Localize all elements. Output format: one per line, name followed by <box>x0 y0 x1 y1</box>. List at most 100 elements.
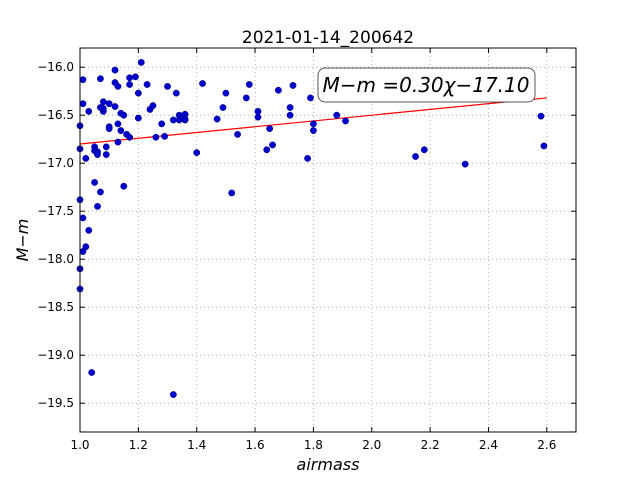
data-point <box>161 132 169 140</box>
y-tick-label: −17.5 <box>37 204 74 218</box>
x-tick-label: 1.2 <box>129 438 148 452</box>
data-point <box>342 117 349 125</box>
data-point <box>274 86 282 94</box>
data-point <box>222 89 230 97</box>
data-point <box>99 98 107 106</box>
data-point <box>111 66 119 74</box>
data-point <box>79 214 87 222</box>
plot-frame <box>79 47 577 433</box>
equation-annotation: M−m =0.30χ−17.10 <box>317 67 536 103</box>
data-point <box>269 141 276 149</box>
data-point <box>412 153 419 160</box>
data-point <box>181 115 189 123</box>
y-tick-label: −16.0 <box>37 60 74 74</box>
data-point <box>105 100 113 108</box>
x-tick-labels: 1.0 1.2 1.4 1.6 1.8 2.0 2.2 2.4 2.6 <box>70 438 556 452</box>
data-point <box>540 142 548 150</box>
data-point <box>199 80 206 87</box>
data-point <box>126 133 134 141</box>
data-point <box>304 154 311 162</box>
equation-box <box>317 67 536 103</box>
data-point <box>169 391 177 398</box>
data-point <box>266 125 274 133</box>
data-point <box>461 160 469 168</box>
y-tick-label: −18.5 <box>37 300 74 314</box>
data-point <box>164 83 171 90</box>
data-point <box>193 149 201 157</box>
data-point <box>85 226 93 234</box>
data-point <box>234 130 241 138</box>
x-tick-label: 2.0 <box>362 438 381 452</box>
data-point <box>310 127 317 134</box>
data-point <box>537 112 545 120</box>
x-tick-label: 1.4 <box>187 438 206 452</box>
data-point <box>88 369 96 376</box>
data-point <box>105 125 113 133</box>
data-point <box>117 127 125 134</box>
x-tick-label: 2.2 <box>421 438 440 452</box>
data-point <box>94 202 101 210</box>
data-point <box>82 243 90 251</box>
equation-text: M−m =0.30χ−17.10 <box>323 73 530 97</box>
y-tick-label: −19.5 <box>37 396 74 410</box>
data-point <box>420 146 428 154</box>
data-point <box>120 182 128 190</box>
data-point <box>134 89 142 97</box>
data-point <box>94 151 101 158</box>
data-point <box>97 75 104 83</box>
data-point <box>254 113 262 121</box>
chart-title: 2021-01-14_200642 <box>242 28 414 48</box>
y-tick-label: −16.5 <box>37 108 74 122</box>
data-point <box>254 107 262 115</box>
data-point <box>219 104 227 111</box>
data-point <box>169 116 177 124</box>
data-point <box>245 81 253 88</box>
data-point <box>242 94 250 102</box>
data-point <box>126 74 134 82</box>
data-point <box>134 114 142 122</box>
grid <box>80 48 576 432</box>
data-point <box>102 151 110 158</box>
y-tick-label: −17.0 <box>37 156 74 170</box>
data-point <box>132 73 139 81</box>
data-point <box>307 94 314 102</box>
data-point <box>263 146 271 154</box>
data-point <box>143 81 151 88</box>
data-point <box>286 111 294 119</box>
data-point <box>120 111 128 119</box>
data-point <box>158 120 166 128</box>
data-point <box>102 143 110 151</box>
x-tick-label: 1.8 <box>304 438 323 452</box>
x-tick-label: 2.4 <box>479 438 498 452</box>
data-point <box>126 81 134 88</box>
data-point <box>97 188 104 196</box>
data-point <box>82 154 90 162</box>
x-tick-label: 1.0 <box>70 438 89 452</box>
data-point <box>114 120 122 128</box>
x-tick-label: 2.6 <box>537 438 556 452</box>
axis-ticks <box>79 48 576 432</box>
data-point <box>152 133 160 141</box>
data-point <box>114 138 122 146</box>
data-point <box>286 104 294 111</box>
y-tick-label: −18.0 <box>37 252 74 266</box>
data-point <box>333 111 341 119</box>
data-point <box>172 89 180 97</box>
data-point <box>79 100 87 108</box>
y-tick-labels: −16.0 −16.5 −17.0 −17.5 −18.0 −18.5 −19.0 −19.5 <box>37 60 74 410</box>
plot-area <box>80 48 576 432</box>
scatter-points <box>76 59 548 398</box>
x-tick-label: 1.6 <box>246 438 265 452</box>
data-point <box>99 105 107 112</box>
data-point <box>228 189 236 197</box>
data-point <box>289 82 297 89</box>
x-axis-label: airmass <box>297 455 360 474</box>
data-point <box>85 107 93 115</box>
y-axis-label: M−m <box>13 219 32 262</box>
data-point <box>149 102 157 110</box>
y-tick-label: −19.0 <box>37 348 74 362</box>
data-point <box>79 76 87 84</box>
data-point <box>111 103 119 110</box>
data-point <box>114 83 122 90</box>
